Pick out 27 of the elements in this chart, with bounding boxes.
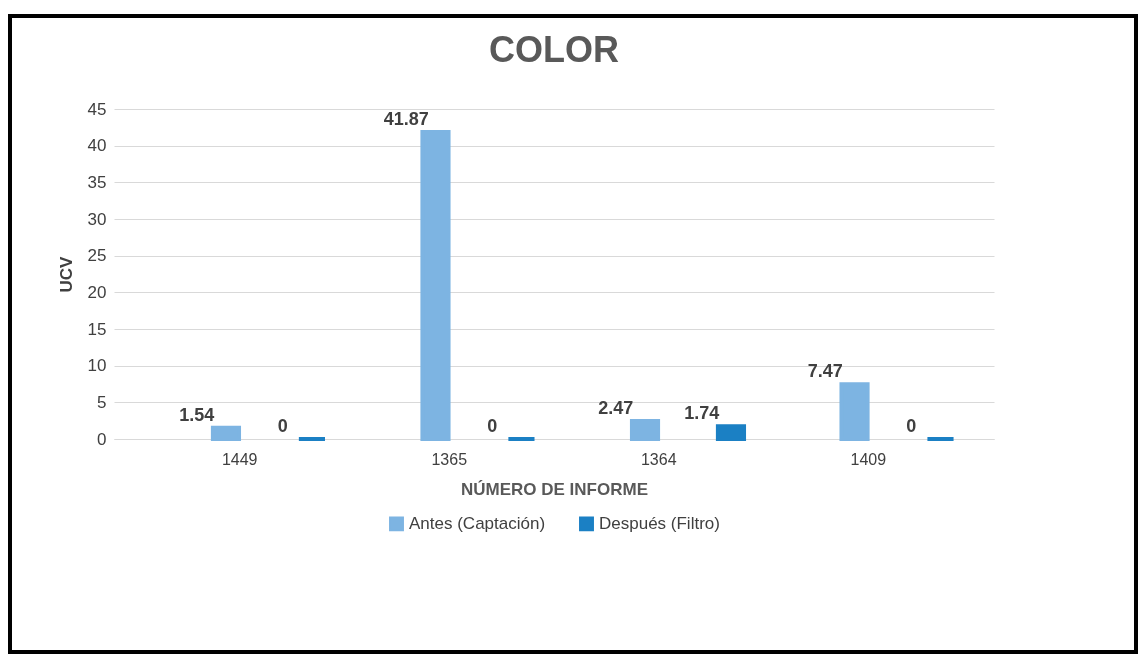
y-tick-label: 40 (87, 136, 107, 156)
x-axis-title: NÚMERO DE INFORME (461, 479, 648, 499)
data-label: 41.87 (383, 108, 429, 129)
chart-title: COLOR (489, 29, 619, 70)
y-tick-label: 0 (97, 429, 107, 449)
y-tick-label: 35 (87, 172, 107, 192)
y-tick-label: 10 (87, 356, 107, 376)
data-label: 1.74 (684, 403, 720, 424)
data-label: 2.47 (598, 397, 634, 418)
legend-label: Después (Filtro) (599, 513, 720, 533)
legend-label: Antes (Captación) (409, 513, 546, 533)
x-tick-label: 1365 (431, 450, 468, 468)
y-tick-label: 25 (87, 246, 107, 266)
data-label: 0 (487, 416, 498, 436)
x-tick-label: 1409 (850, 450, 887, 468)
data-label: 0 (277, 416, 288, 436)
data-label: 7.47 (807, 361, 843, 382)
y-axis-title: UCV (56, 255, 76, 293)
data-label: 1.54 (179, 404, 215, 425)
x-tick-label: 1364 (640, 450, 677, 468)
y-tick-label: 20 (87, 282, 107, 302)
y-tick-label: 5 (97, 392, 107, 412)
x-tick-label: 1449 (221, 450, 258, 468)
data-label: 0 (906, 416, 917, 436)
y-tick-label: 15 (87, 319, 107, 339)
y-tick-label: 45 (87, 99, 107, 119)
y-tick-label: 30 (87, 209, 107, 229)
